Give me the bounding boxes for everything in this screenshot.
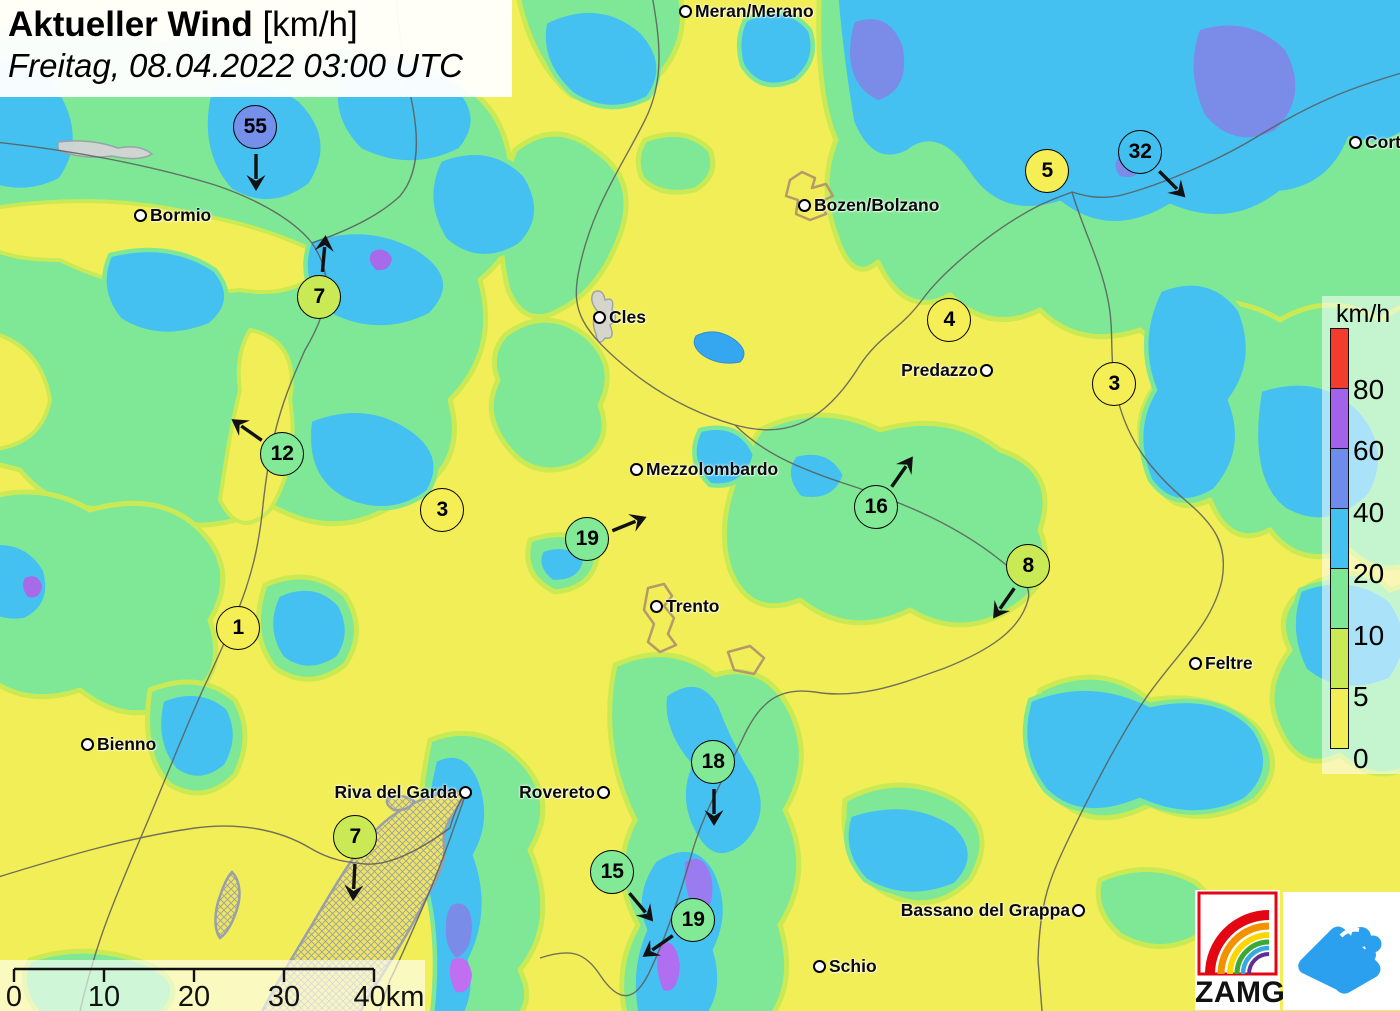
city-dot-icon (630, 463, 643, 476)
page-title: Aktueller Wind [km/h] (8, 5, 358, 44)
city-dot-icon (679, 5, 692, 18)
wind-direction-arrow (611, 513, 647, 532)
scale-tick-label: 10 (88, 981, 120, 1011)
city-label: Predazzo (901, 360, 978, 380)
map-scale-bar: 0 10 20 30 40km (0, 960, 425, 1011)
legend-band-label: 60 (1353, 435, 1385, 466)
legend-title: km/h (1336, 300, 1391, 328)
legend-band (1330, 388, 1349, 450)
wind-direction-arrow (704, 789, 724, 826)
wind-speed-value: 55 (233, 105, 278, 150)
city-label: Feltre (1205, 653, 1253, 673)
city-dot-icon (81, 738, 94, 751)
legend-band (1330, 568, 1349, 630)
wind-direction-arrow (1158, 170, 1186, 198)
wind-direction-arrow (642, 934, 674, 958)
wind-speed-value: 3 (1092, 362, 1137, 407)
city-label: Mezzolombardo (646, 459, 779, 479)
city-dot-icon (1189, 657, 1202, 670)
city-label: Bassano del Grappa (900, 900, 1070, 920)
legend-band-label: 5 (1353, 681, 1369, 712)
wind-speed-value: 7 (333, 815, 378, 860)
city-dot-icon (798, 199, 811, 212)
city-label: Bienno (97, 734, 157, 754)
city-dot-icon (597, 786, 610, 799)
city-label: Bozen/Bolzano (814, 195, 940, 215)
legend-band-label: 10 (1353, 619, 1385, 651)
city-dot-icon (134, 209, 147, 222)
wind-direction-arrow (890, 456, 914, 488)
legend-band-label: 80 (1353, 373, 1385, 405)
wind-direction-arrow (344, 863, 364, 901)
title-box: Aktueller Wind [km/h] Freitag, 08.04.202… (0, 0, 512, 97)
legend-band-label: 40 (1353, 496, 1385, 528)
legend-band (1330, 448, 1349, 510)
zamg-wordmark: ZAMG (1195, 976, 1286, 1009)
zamg-rainbow-icon (1197, 891, 1278, 976)
city-label: Riva del Garda (334, 782, 457, 802)
scale-tick-label: 0 (6, 981, 22, 1011)
city-label: Trento (666, 596, 720, 616)
scale-tick-label: 30 (268, 981, 300, 1011)
city-label: Cles (609, 307, 646, 327)
city-label: Meran/Merano (695, 1, 814, 21)
wind-direction-arrow (628, 891, 654, 922)
city-dot-icon (1349, 136, 1362, 149)
legend-band-label: 20 (1353, 558, 1385, 589)
lake-garda-shape (214, 789, 468, 1011)
wind-speed-value: 16 (854, 485, 899, 530)
wind-speed-value: 7 (297, 275, 342, 320)
wind-direction-arrow (231, 418, 263, 442)
wind-speed-value: 32 (1118, 130, 1163, 175)
wind-speed-value: 3 (420, 488, 465, 533)
legend-band-label: 0 (1353, 742, 1369, 774)
scale-tick-label: 40km (354, 981, 425, 1011)
city-dot-icon (1072, 904, 1085, 917)
legend-band (1330, 687, 1349, 750)
wind-speed-value: 19 (565, 517, 610, 562)
wind-speed-value: 4 (927, 298, 972, 343)
mountain-cloud-icon (1298, 926, 1382, 994)
wind-speed-value: 19 (671, 898, 716, 943)
city-label: Schio (829, 956, 877, 976)
scale-tick-label: 20 (178, 981, 210, 1011)
city-dot-icon (459, 786, 472, 799)
city-dot-icon (593, 311, 606, 324)
wind-direction-arrow (246, 154, 266, 191)
city-label: Bormio (150, 205, 212, 225)
legend-band (1330, 627, 1349, 690)
wind-direction-arrow (992, 587, 1016, 619)
weather-app-logo (1283, 892, 1400, 1010)
legend-band (1330, 328, 1349, 390)
wind-speed-value: 8 (1006, 544, 1051, 589)
legend-color-bar (1330, 328, 1349, 750)
city-label: Rovereto (519, 782, 595, 802)
page-subtitle: Freitag, 08.04.2022 03:00 UTC (8, 47, 463, 84)
city-dot-icon (980, 364, 993, 377)
zamg-logo: ZAMG (1195, 890, 1286, 1010)
color-legend: km/h 80 60 40 20 10 5 0 (1322, 296, 1400, 774)
wind-speed-value: 18 (691, 740, 736, 785)
city-boundary-outlines (642, 170, 835, 676)
wind-direction-arrow (314, 235, 334, 273)
city-dot-icon (650, 600, 663, 613)
wind-speed-value: 1 (216, 606, 261, 651)
city-dot-icon (813, 960, 826, 973)
wind-speed-value: 12 (260, 432, 305, 477)
wind-speed-value: 15 (590, 850, 635, 895)
wind-speed-value: 5 (1025, 149, 1070, 194)
legend-band (1330, 508, 1349, 570)
city-label: Cortina (1365, 132, 1400, 152)
